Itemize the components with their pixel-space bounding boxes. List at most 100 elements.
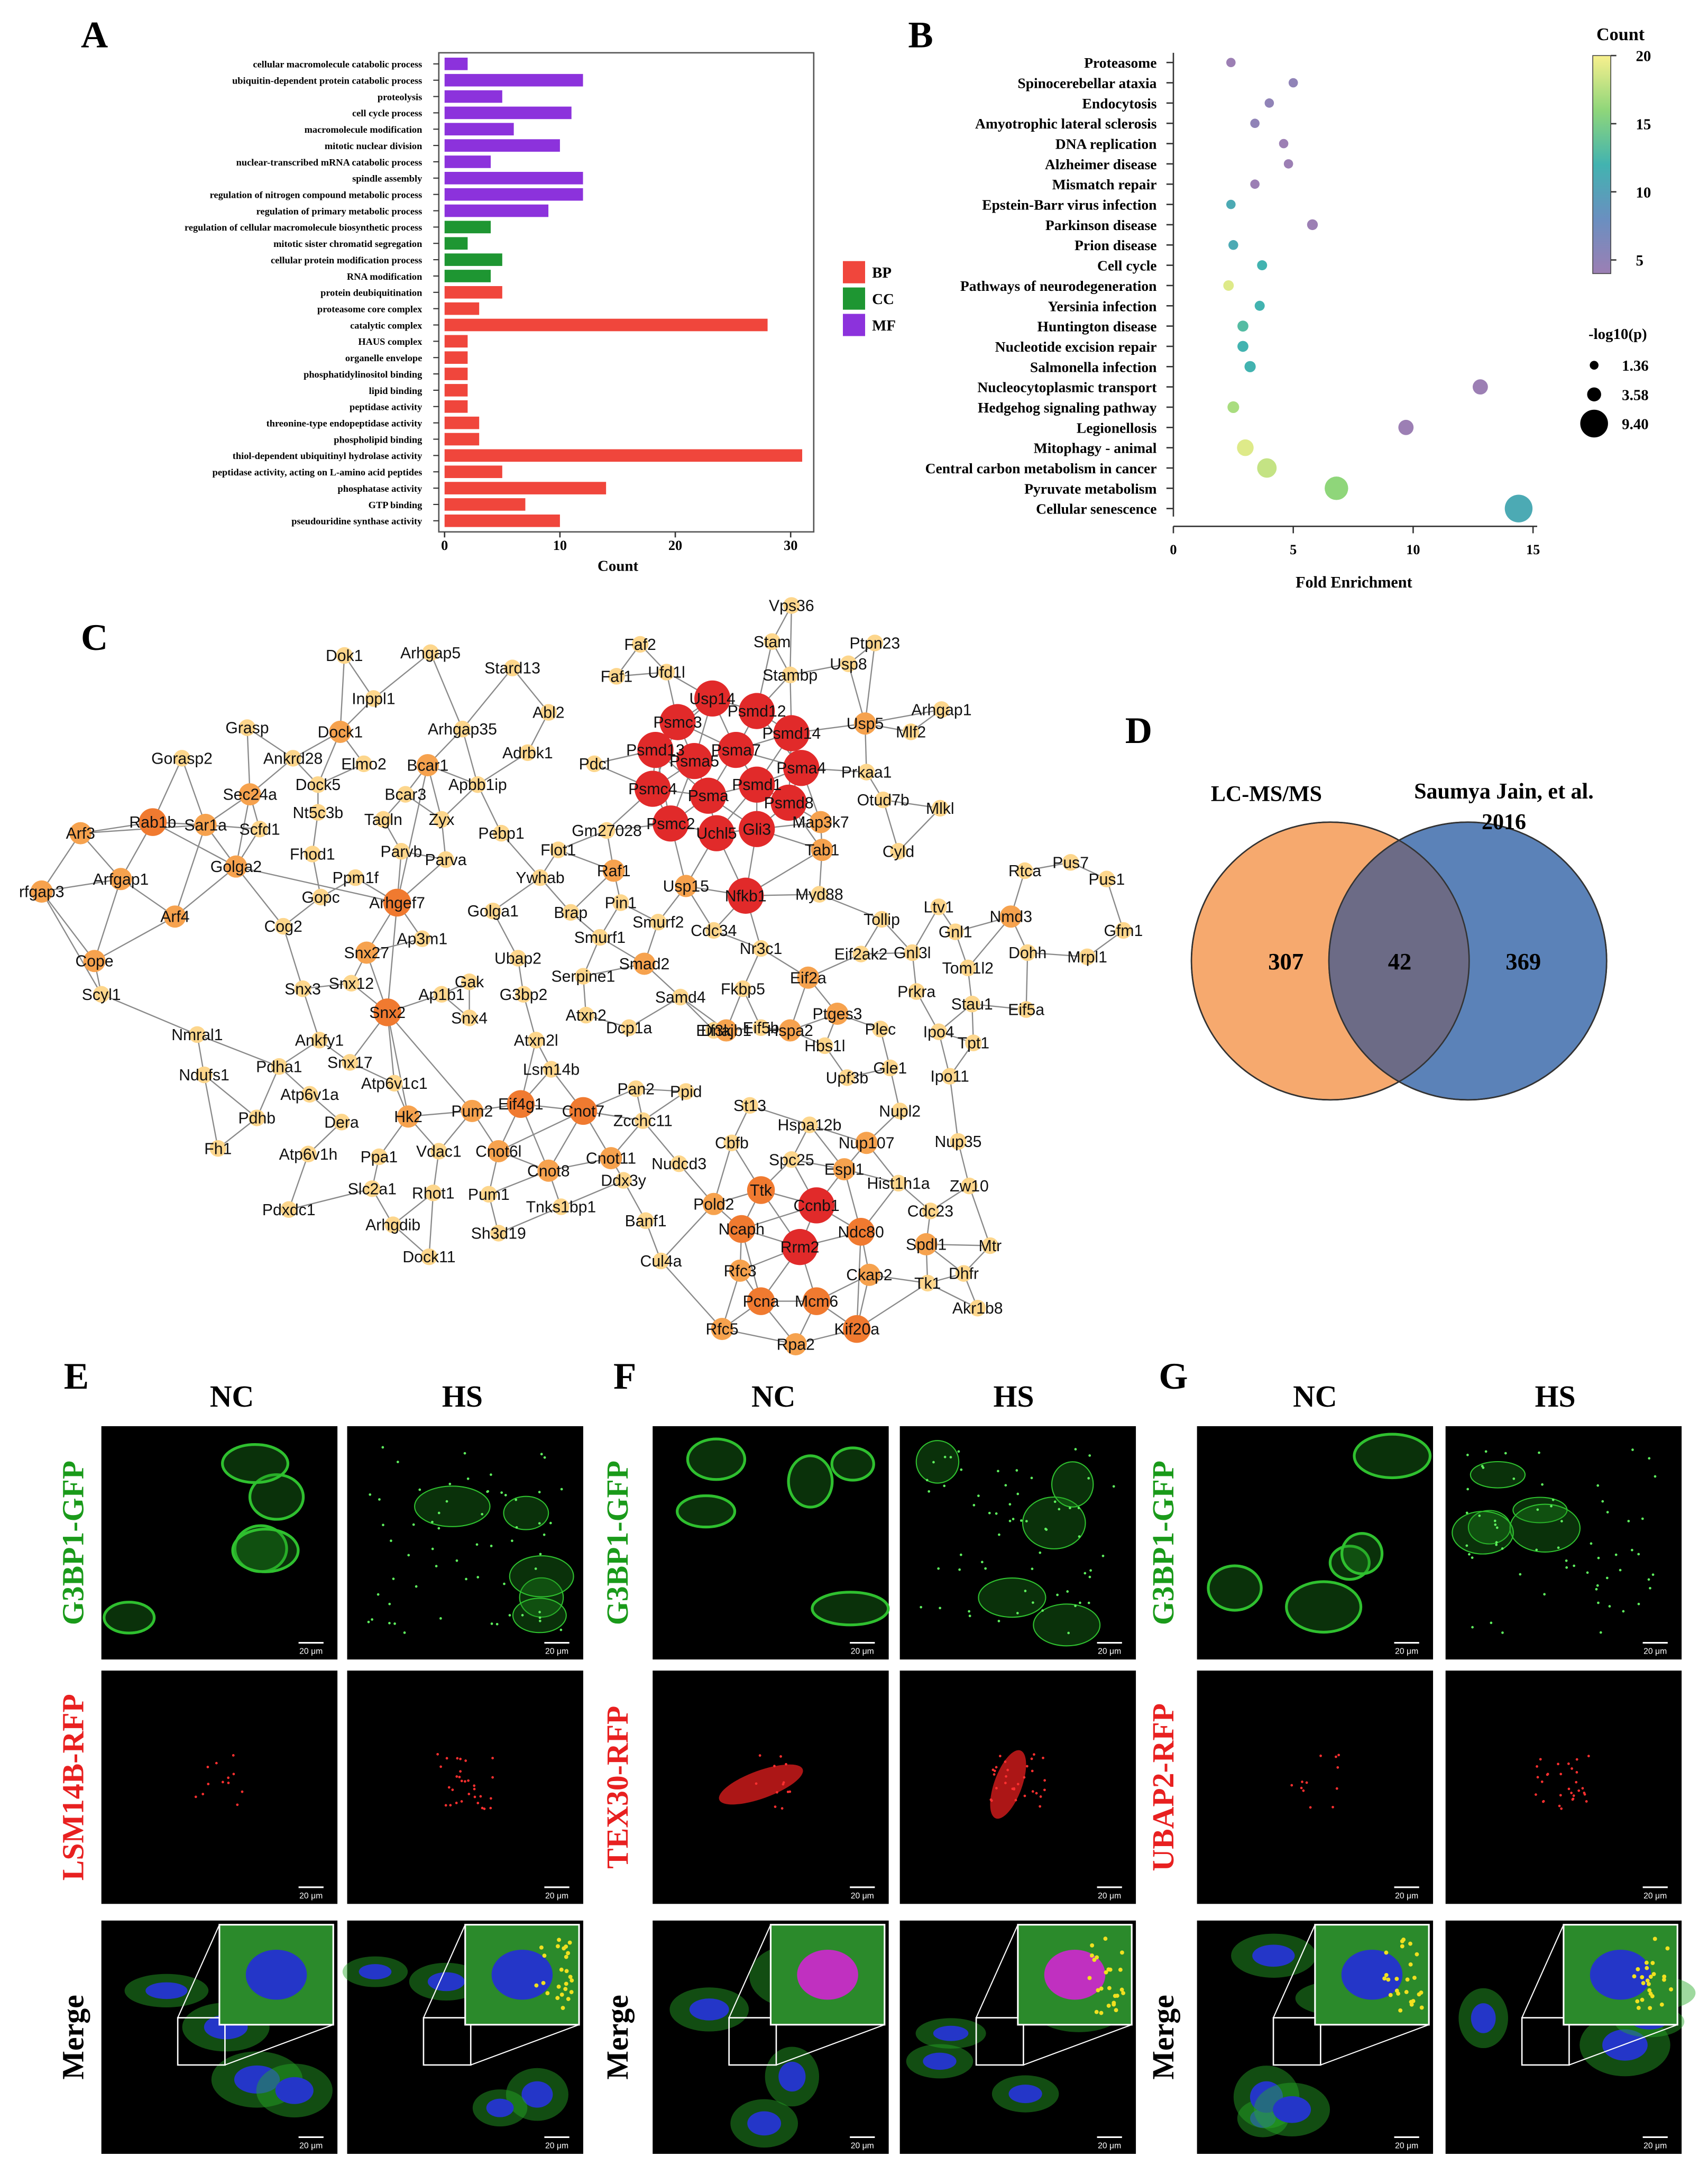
network-label: Usp15 bbox=[663, 878, 709, 895]
y-tick-label: Pyruvate metabolism bbox=[1024, 480, 1156, 497]
granule bbox=[1043, 1779, 1046, 1782]
network-label: Grasp bbox=[225, 720, 269, 737]
micrograph-background bbox=[1445, 1426, 1682, 1660]
network-edge bbox=[203, 1075, 219, 1149]
network-edge bbox=[636, 1088, 686, 1093]
network-label: Nup107 bbox=[839, 1135, 895, 1152]
y-tick-label: Alzheimer disease bbox=[1045, 156, 1157, 172]
y-tick-label: Nucleotide excision repair bbox=[995, 338, 1157, 355]
legend-swatch bbox=[842, 261, 866, 283]
granule bbox=[1042, 1756, 1044, 1759]
granule bbox=[1649, 1586, 1651, 1590]
granule bbox=[1079, 1601, 1081, 1604]
granule bbox=[943, 1484, 946, 1488]
network-node bbox=[963, 995, 980, 1013]
network-label: Smad2 bbox=[619, 956, 670, 973]
granule bbox=[489, 1797, 492, 1800]
zoom-line bbox=[728, 1924, 772, 2018]
granule bbox=[1090, 1943, 1095, 1948]
network-label: Prkra bbox=[897, 984, 935, 1001]
network-node bbox=[284, 750, 301, 767]
granule bbox=[1650, 1961, 1655, 1965]
network-node bbox=[543, 1061, 560, 1078]
network-node bbox=[866, 635, 884, 651]
granule bbox=[958, 1568, 961, 1571]
network-label: Snx3 bbox=[284, 980, 321, 998]
granule bbox=[1319, 1754, 1322, 1757]
granule bbox=[1619, 1568, 1622, 1572]
granule bbox=[1030, 1757, 1033, 1760]
network-node bbox=[238, 719, 256, 736]
network-edge bbox=[41, 891, 95, 961]
network-label: Arf4 bbox=[160, 909, 189, 926]
network-label: Nmd3 bbox=[989, 909, 1032, 926]
network-node bbox=[280, 1201, 297, 1218]
nucleus bbox=[427, 1972, 465, 1992]
granule bbox=[1495, 1526, 1499, 1529]
scale-bar-label: 20 μm bbox=[1643, 1892, 1667, 1901]
granule bbox=[451, 1788, 454, 1791]
granule bbox=[515, 1526, 518, 1529]
network-label: Bcar3 bbox=[384, 786, 426, 804]
network-edge bbox=[949, 1076, 959, 1142]
network-node bbox=[30, 880, 53, 903]
network-label: Kif20a bbox=[834, 1321, 879, 1338]
size-legend-label: 9.40 bbox=[1622, 416, 1649, 433]
granule bbox=[1412, 1976, 1417, 1980]
network-label: Cope bbox=[75, 953, 113, 970]
network-edge bbox=[387, 902, 398, 1013]
colorbar-tick-label: 5 bbox=[1636, 252, 1643, 269]
network-node bbox=[383, 888, 411, 917]
granule bbox=[1575, 1781, 1578, 1784]
granule bbox=[207, 1783, 210, 1785]
network-label: Mlkl bbox=[926, 800, 954, 818]
granule bbox=[1336, 1766, 1339, 1769]
granule bbox=[1101, 1554, 1105, 1557]
granule bbox=[1074, 1604, 1077, 1608]
granule bbox=[980, 1561, 984, 1564]
bar bbox=[444, 172, 583, 185]
micrograph: 20 μm bbox=[653, 1671, 889, 1904]
network-node bbox=[507, 1090, 535, 1118]
network-label: Psma bbox=[688, 787, 729, 805]
granule bbox=[556, 1944, 560, 1949]
granule bbox=[371, 1618, 373, 1621]
granule bbox=[972, 1503, 976, 1507]
granule bbox=[1599, 1631, 1602, 1634]
network-node bbox=[915, 1233, 938, 1255]
granule bbox=[1004, 1760, 1007, 1763]
network-label: Gfm1 bbox=[1104, 922, 1143, 940]
granule bbox=[1411, 1999, 1416, 2003]
bubble bbox=[1257, 458, 1277, 478]
network-node bbox=[515, 986, 532, 1003]
bubble bbox=[1244, 361, 1256, 372]
granule bbox=[932, 1461, 935, 1464]
network-nodes bbox=[30, 597, 1132, 1356]
column-header: HS bbox=[993, 1380, 1034, 1414]
network-label: Cnot7 bbox=[562, 1103, 605, 1120]
bar bbox=[444, 416, 480, 429]
network-label: Psmc4 bbox=[628, 781, 677, 798]
network-label: Usp5 bbox=[847, 715, 884, 733]
granule bbox=[755, 1782, 758, 1785]
granule bbox=[1495, 1541, 1498, 1544]
granule bbox=[984, 1567, 987, 1570]
granule bbox=[538, 1619, 541, 1622]
network-label: Stard13 bbox=[484, 660, 540, 677]
granule bbox=[1415, 1952, 1419, 1957]
granule bbox=[1622, 1610, 1625, 1613]
network-node bbox=[955, 1265, 972, 1282]
granule bbox=[1466, 1454, 1469, 1456]
network-node bbox=[225, 855, 247, 878]
granule bbox=[920, 1605, 922, 1609]
network-node bbox=[487, 1140, 510, 1163]
granule bbox=[538, 1522, 541, 1525]
micrograph-background bbox=[899, 1426, 1136, 1660]
network-edge bbox=[302, 988, 320, 1041]
granule bbox=[1033, 1753, 1035, 1756]
network-node bbox=[251, 821, 268, 838]
bubble bbox=[1227, 401, 1239, 414]
network-label: Rfc3 bbox=[724, 1262, 757, 1280]
granule bbox=[236, 1803, 239, 1806]
y-tick-label: Amyotrophic lateral sclerosis bbox=[975, 115, 1157, 132]
